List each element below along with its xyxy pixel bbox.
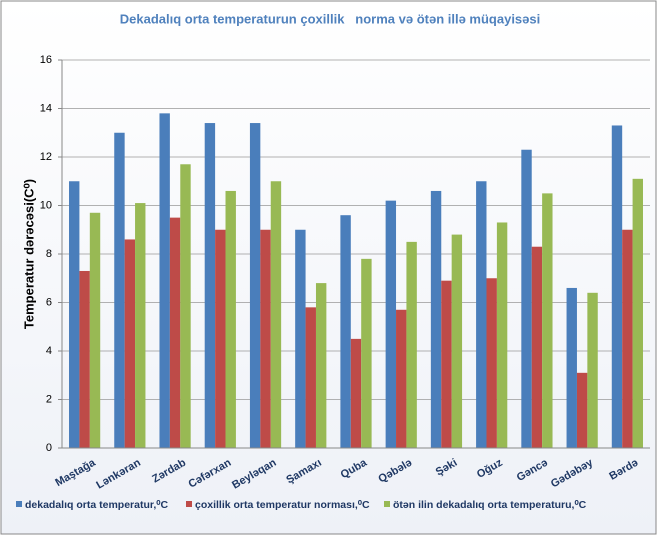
bar	[180, 164, 191, 448]
bar	[566, 287, 577, 448]
y-axis-label: Temperatur dərəcəsi(C⁰)	[21, 179, 36, 329]
bar	[135, 203, 146, 448]
y-tick-label: 16	[40, 54, 52, 66]
bar	[542, 193, 553, 448]
bar	[451, 234, 463, 448]
bar	[114, 132, 125, 448]
bar	[576, 372, 588, 448]
bar	[385, 200, 397, 448]
y-tick-label: 10	[40, 199, 52, 211]
bar	[406, 241, 417, 448]
bar	[340, 215, 351, 448]
bar	[124, 239, 136, 448]
bar	[315, 283, 327, 448]
y-tick-label: 6	[46, 296, 52, 308]
legend-swatch	[186, 501, 192, 507]
bar	[159, 113, 170, 448]
bar	[361, 258, 372, 448]
bar	[486, 278, 497, 448]
y-tick-label: 12	[40, 151, 52, 163]
bar	[225, 190, 236, 448]
bar	[295, 229, 306, 448]
bar	[430, 190, 442, 448]
bar	[79, 270, 90, 448]
legend-label: çoxillik orta temperatur norması,⁰C	[195, 499, 370, 511]
legend-label: ötən ilin dekadalıq orta temperaturu,⁰C	[393, 499, 587, 511]
bar	[215, 229, 226, 448]
bar	[611, 125, 623, 448]
bar	[260, 229, 271, 448]
y-tick-label: 8	[46, 248, 52, 260]
bar	[169, 217, 181, 448]
legend-label: dekadalıq orta temperatur,⁰C	[25, 499, 169, 511]
bar	[305, 307, 316, 448]
legend-swatch	[16, 501, 22, 507]
bar	[270, 181, 282, 448]
bar	[89, 212, 101, 448]
bar	[249, 123, 261, 449]
y-tick-label: 4	[46, 345, 52, 357]
y-tick-label: 0	[46, 442, 52, 454]
y-tick-label: 2	[46, 393, 52, 405]
bar	[69, 181, 80, 448]
bar	[396, 309, 407, 448]
bar	[531, 246, 543, 448]
legend-swatch	[384, 501, 390, 507]
bar	[632, 178, 643, 448]
bar	[622, 229, 633, 448]
bar	[476, 181, 487, 448]
bar	[350, 338, 362, 448]
bar	[441, 280, 452, 448]
bar	[496, 222, 508, 448]
chart-title: Dekadalıq orta temperaturun çoxillik nor…	[120, 11, 540, 26]
bar	[587, 292, 598, 448]
bar	[204, 123, 216, 449]
y-tick-label: 14	[40, 102, 52, 114]
bar	[521, 149, 532, 448]
